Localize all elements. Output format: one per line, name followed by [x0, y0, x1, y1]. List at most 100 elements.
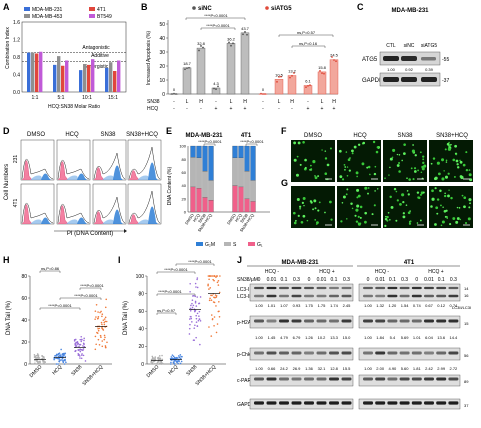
panel-fg-cell	[416, 222, 419, 224]
i-point	[208, 288, 210, 290]
panel-b-bar	[182, 67, 192, 95]
panel-b-hcq-level: +	[244, 106, 247, 112]
panel-fg-cell	[409, 210, 411, 212]
panel-e-ytick: 20	[182, 196, 187, 201]
panel-fg-cell	[326, 163, 330, 167]
h-point	[34, 356, 37, 358]
h-xtick: SN38	[70, 364, 83, 377]
panel-j-row-label: p-H2A.X	[237, 320, 257, 326]
panel-h-stat: ****P<0.0001	[48, 303, 72, 308]
i-point	[216, 281, 219, 284]
panel-j-band	[363, 286, 373, 290]
panel-fg-cell	[342, 195, 346, 199]
panel-b-value-label: 6.1	[305, 78, 311, 83]
panel-d-ylabel: Cell Numbers	[4, 164, 10, 200]
panel-a-yticks: 1.6 1.2 0.8 0.4 0.0	[13, 20, 20, 96]
i-point	[179, 354, 182, 356]
panel-fg-cell	[456, 163, 459, 166]
panel-j-dose: 0.3	[343, 277, 350, 283]
h-point	[97, 315, 100, 318]
i-point	[161, 358, 164, 361]
panel-b-stat: ns,P=0.16	[299, 41, 318, 46]
panel-i-stat: ****P<0.0001	[158, 289, 182, 294]
panel-g-letter: G	[281, 178, 288, 188]
panel-b-bar	[317, 71, 327, 95]
panel-j-band	[411, 377, 422, 381]
panel-fg-cell	[417, 169, 420, 172]
panel-b-point	[289, 76, 291, 79]
h-point	[36, 354, 39, 357]
panel-fg-cell	[463, 205, 466, 209]
panel-fg-cell	[340, 220, 343, 223]
panel-d-s-phase	[137, 219, 150, 224]
panel-a-legend-swatch	[24, 7, 30, 11]
panel-b-bar	[274, 79, 284, 95]
i-point	[218, 315, 221, 318]
panel-fg-cell	[419, 219, 422, 222]
panel-j-mw: 56	[464, 353, 469, 358]
panel-d-arrowhead	[124, 229, 127, 233]
panel-fg-cell	[367, 187, 370, 189]
panel-j-band	[316, 286, 327, 290]
i-point	[179, 357, 182, 360]
i-point	[170, 361, 172, 364]
h-ytick: 20	[21, 340, 27, 346]
panel-fg-cell	[293, 221, 297, 225]
panel-fg-cell	[345, 151, 348, 153]
panel-fg-cell	[454, 144, 458, 148]
panel-fg-cell	[412, 144, 414, 146]
panel-d-s-phase	[66, 175, 79, 180]
panel-j-band	[424, 319, 434, 323]
panel-fg-cell	[329, 147, 332, 150]
panel-b: B siNC siATG5 Increased Apoptosis (%) 50…	[141, 2, 339, 112]
i-xtick: HCQ	[167, 364, 179, 376]
panel-fg-cell	[468, 198, 472, 202]
i-point	[160, 363, 163, 365]
panel-fg-cell	[396, 164, 400, 167]
panel-e-bar-segment	[232, 157, 238, 186]
panel-b-point	[264, 93, 266, 95]
panel-e-stat: ****P<0.0001	[240, 139, 264, 144]
panel-b-point	[232, 42, 234, 45]
i-point	[189, 307, 192, 310]
panel-j-band	[363, 294, 373, 298]
h-point	[64, 352, 66, 355]
panel-fg-cell	[402, 212, 405, 215]
panel-b-ytick: 40	[159, 36, 165, 42]
i-point	[158, 356, 160, 359]
h-point	[101, 323, 103, 326]
panel-fg-cell	[324, 172, 328, 175]
panel-fg-cell	[468, 169, 471, 171]
panel-fg-cell	[395, 190, 398, 193]
panel-e-group: 4T1	[241, 133, 252, 139]
panel-j-blot	[358, 283, 461, 302]
panel-b-hcq-level: -	[291, 106, 293, 112]
panel-i-bracket	[175, 263, 215, 266]
panel-j-dose: 0.1	[331, 277, 338, 283]
panel-j-dose: 0	[367, 277, 370, 283]
panel-j-band	[279, 351, 289, 355]
panel-j-band	[304, 294, 314, 298]
panel-fg-cell	[344, 166, 347, 168]
panel-j-value: 1.00	[255, 335, 264, 340]
panel-fg-cell	[443, 170, 445, 172]
i-point	[195, 321, 198, 323]
panel-fg-cell	[384, 224, 387, 227]
panel-j-value: 0.93	[293, 303, 302, 308]
panel-a-bar	[53, 64, 57, 92]
panel-j-blots	[249, 283, 461, 410]
panel-fg-cell	[293, 158, 297, 162]
h-point	[76, 341, 78, 344]
h-point	[97, 327, 99, 330]
panel-b-point	[276, 80, 278, 83]
h-point	[35, 359, 38, 362]
panel-d-s-phase	[137, 175, 150, 180]
panel-fg-cell	[313, 199, 317, 203]
panel-j-value: 2.45	[343, 303, 352, 308]
panel-fg-micrograph	[383, 140, 427, 182]
panel-a-bar	[91, 59, 95, 92]
panel-fg-cell	[396, 199, 399, 202]
i-point	[181, 355, 183, 358]
i-point	[191, 299, 194, 302]
panel-j-dose: 0.1	[281, 277, 288, 283]
